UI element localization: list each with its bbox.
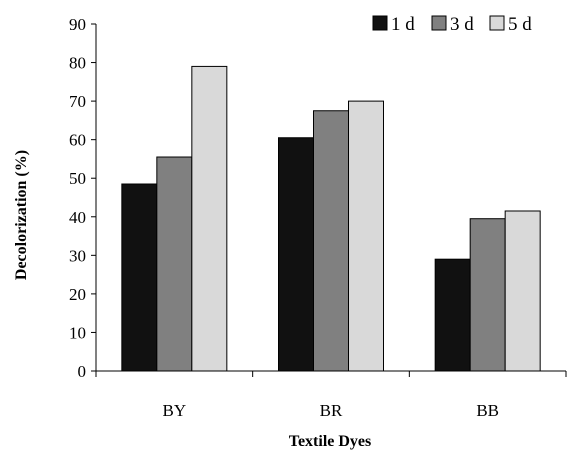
bar-by-1d <box>121 183 158 372</box>
y-tick-label: 40 <box>69 208 86 227</box>
bar-by-3d <box>156 156 193 372</box>
y-axis-title: Decolorization (%) <box>13 150 30 280</box>
y-tick-label: 50 <box>69 169 86 188</box>
bar-br-1d <box>278 137 314 372</box>
bar-br-3d <box>313 110 349 372</box>
y-tick-label: 0 <box>78 362 87 381</box>
y-axis: 0 10 20 30 40 50 60 70 80 90 <box>69 15 97 381</box>
x-axis <box>95 370 567 377</box>
category-labels: BY BR BB <box>163 401 499 420</box>
bar-by-5d <box>191 65 228 372</box>
bar-bb-3d <box>469 218 506 372</box>
category-label: BR <box>320 401 343 420</box>
y-tick-label: 10 <box>69 323 86 342</box>
legend-swatch <box>431 15 447 31</box>
y-tick-label: 80 <box>69 54 86 73</box>
x-axis-title: Textile Dyes <box>289 433 372 450</box>
legend: 1 d 3 d 5 d <box>372 14 532 35</box>
legend-label: 5 d <box>508 14 532 35</box>
bar-br-5d <box>348 100 384 372</box>
y-tick-label: 20 <box>69 285 86 304</box>
bar-bb-5d <box>504 210 541 372</box>
category-label: BB <box>476 401 499 420</box>
category-label: BY <box>163 401 187 420</box>
bar-bb-1d <box>434 258 471 372</box>
legend-swatch <box>372 15 388 31</box>
legend-swatch <box>489 15 505 31</box>
y-tick-label: 90 <box>69 15 86 34</box>
legend-label: 3 d <box>450 14 474 35</box>
y-tick-label: 30 <box>69 246 86 265</box>
y-tick-label: 70 <box>69 92 86 111</box>
y-tick-label: 60 <box>69 131 86 150</box>
legend-label: 1 d <box>391 14 415 35</box>
bars <box>121 65 541 372</box>
